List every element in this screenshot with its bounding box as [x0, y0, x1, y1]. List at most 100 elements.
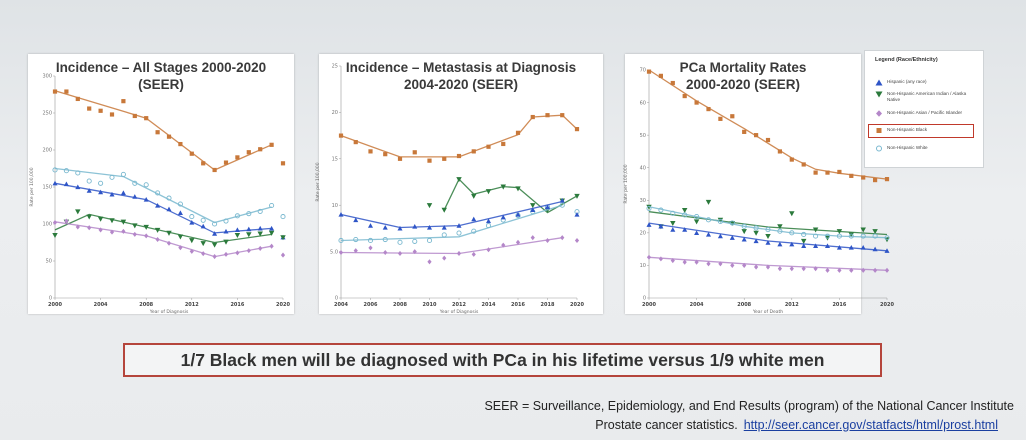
data-point	[801, 243, 807, 248]
data-point	[456, 153, 462, 159]
data-point	[280, 235, 286, 241]
data-point	[471, 149, 476, 154]
y-tick-label: 0	[643, 296, 646, 302]
data-point	[848, 232, 855, 238]
chart-title-line: Incidence – Metastasis at Diagnosis	[345, 60, 577, 75]
data-point	[397, 156, 403, 161]
data-point	[441, 232, 447, 238]
data-point	[189, 238, 195, 244]
data-point	[694, 214, 700, 220]
data-point	[177, 234, 184, 240]
y-tick-label: 50	[46, 259, 52, 265]
data-point	[189, 220, 195, 225]
data-point	[670, 227, 676, 232]
data-point	[200, 241, 206, 247]
y-tick-label: 70	[640, 68, 646, 74]
data-point	[730, 262, 735, 268]
data-point	[63, 168, 69, 174]
footer-source: Prostate cancer statistics. http://seer.c…	[595, 418, 998, 432]
data-point	[367, 223, 374, 228]
y-tick-label: 100	[42, 222, 52, 228]
data-point	[789, 230, 795, 236]
trend-line	[340, 204, 563, 242]
data-point	[485, 189, 492, 195]
x-tick-label: 2016	[511, 302, 525, 308]
data-point	[201, 161, 206, 166]
x-tick-label: 2010	[423, 302, 437, 308]
data-point	[367, 237, 374, 244]
y-axis-label: Rate per 100,000	[29, 167, 35, 206]
data-point	[109, 112, 115, 117]
x-tick-label: 2000	[48, 302, 62, 308]
data-point	[189, 214, 195, 220]
data-point	[485, 223, 492, 229]
data-point	[861, 175, 866, 180]
y-tick-label: 0	[49, 296, 52, 302]
series-non-hispanic-white	[52, 167, 286, 227]
data-point	[500, 184, 506, 190]
x-tick-label: 2008	[139, 302, 153, 308]
data-point	[258, 147, 263, 152]
data-point	[52, 233, 58, 239]
data-point	[98, 189, 104, 195]
data-point	[706, 106, 711, 112]
data-point	[87, 225, 92, 231]
data-point	[836, 233, 842, 239]
data-point	[368, 149, 373, 154]
data-point	[717, 217, 724, 223]
data-point	[155, 237, 160, 243]
x-tick-label: 2012	[185, 302, 199, 308]
data-point	[884, 267, 890, 273]
data-point	[718, 261, 723, 267]
y-tick-label: 10	[332, 203, 338, 209]
y-axis-label: Rate per 100,000	[623, 164, 629, 203]
trend-line	[54, 213, 272, 244]
data-point	[338, 133, 344, 138]
data-point	[426, 203, 433, 209]
square-icon	[876, 128, 882, 133]
data-point	[717, 218, 723, 225]
data-point	[471, 228, 477, 234]
x-tick-label: 2008	[393, 302, 407, 308]
data-point	[144, 116, 149, 121]
data-point	[873, 177, 878, 183]
data-point	[246, 248, 251, 254]
data-point	[166, 134, 172, 139]
data-point	[670, 80, 675, 86]
series-non-hispanic-black	[52, 89, 286, 173]
data-point	[456, 177, 462, 183]
data-point	[75, 209, 81, 215]
data-point	[223, 239, 229, 245]
data-point	[382, 236, 388, 243]
data-point	[64, 89, 69, 94]
series-hispanic-any-race-	[52, 180, 286, 240]
data-point	[515, 239, 521, 245]
data-point	[412, 150, 417, 155]
data-point	[501, 141, 506, 147]
data-point	[426, 224, 433, 230]
trend-line	[340, 200, 563, 229]
data-point	[338, 211, 344, 217]
footer-definition: SEER = Surveillance, Epidemiology, and E…	[484, 399, 1014, 413]
data-point	[741, 236, 747, 242]
legend-label: Non-Hispanic American Indian / Alaska Na…	[887, 91, 967, 102]
data-point	[860, 233, 866, 239]
data-point	[848, 233, 854, 239]
data-point	[777, 228, 783, 234]
y-tick-label: 40	[640, 165, 646, 171]
y-tick-label: 200	[42, 148, 52, 154]
data-point	[705, 217, 712, 223]
data-point	[706, 261, 711, 267]
data-point	[800, 238, 807, 244]
data-point	[120, 219, 127, 225]
data-point	[269, 243, 274, 249]
legend-label: Non-Hispanic Black	[887, 127, 928, 132]
data-point	[75, 170, 81, 176]
data-point	[753, 225, 759, 231]
data-point	[109, 174, 115, 180]
data-point	[718, 116, 723, 121]
seer-link[interactable]: http://seer.cancer.gov/statfacts/html/pr…	[743, 418, 998, 432]
data-point	[873, 267, 878, 273]
data-point	[777, 241, 783, 247]
data-point	[765, 137, 771, 143]
